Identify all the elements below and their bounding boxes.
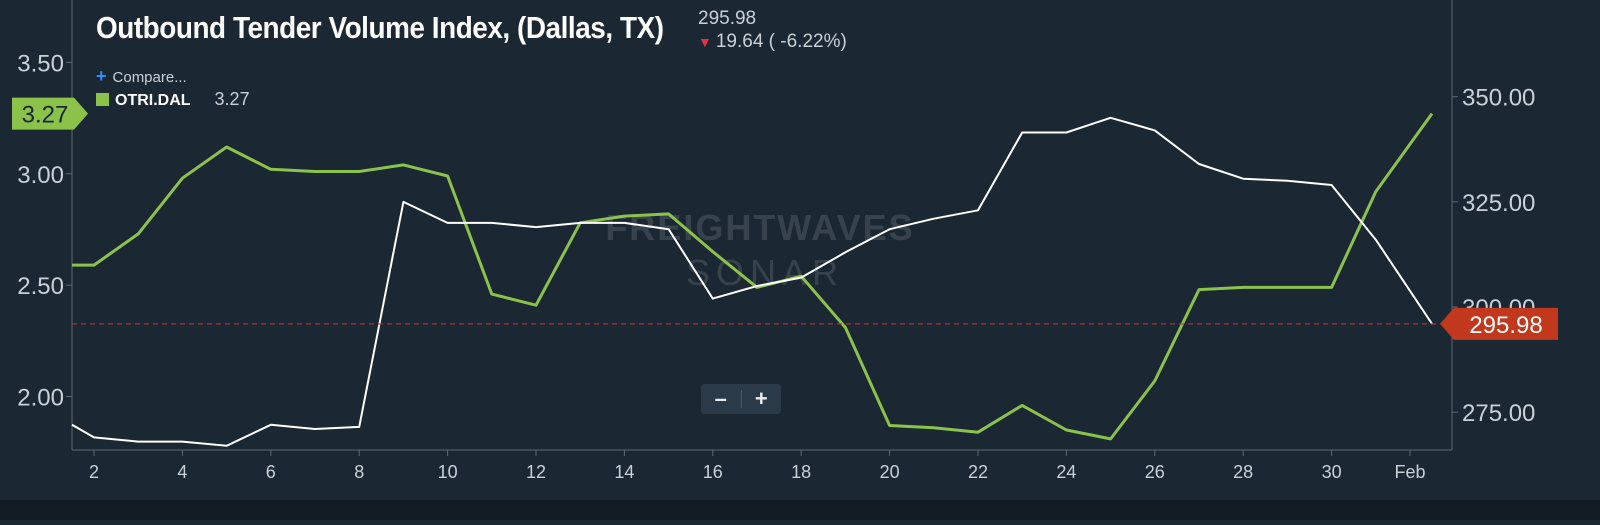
x-tick-label: 2 <box>89 462 99 482</box>
x-tick-label: 14 <box>614 462 634 482</box>
legend-symbol: OTRI.DAL <box>115 92 191 109</box>
x-tick-label: 16 <box>703 462 723 482</box>
x-tick-label: 10 <box>438 462 458 482</box>
x-tick-label: 20 <box>880 462 900 482</box>
legend-value: 3.27 <box>214 89 250 109</box>
x-tick-label: 12 <box>526 462 546 482</box>
series-line-otvi <box>71 116 1433 447</box>
x-tick-label: 24 <box>1056 462 1076 482</box>
current-value-marker-right-label: 295.98 <box>1469 312 1542 339</box>
zoom-out-button[interactable]: – <box>714 386 727 411</box>
y-right-tick-label: 275.00 <box>1462 400 1535 427</box>
footer-bar <box>0 500 1600 520</box>
current-value-marker-left <box>12 97 88 130</box>
x-tick-label: 28 <box>1233 462 1253 482</box>
y-right-tick-label: 325.00 <box>1462 190 1535 217</box>
current-value-marker-right <box>1440 307 1558 340</box>
y-right-tick-label: 350.00 <box>1462 85 1535 112</box>
arrow-down-icon: ▼ <box>698 34 712 50</box>
plus-icon: + <box>96 66 107 86</box>
x-tick-label: 4 <box>177 462 187 482</box>
compare-button[interactable]: + Compare... <box>96 66 187 87</box>
header-current-value: 295.98 <box>698 8 757 29</box>
x-tick-label: 22 <box>968 462 988 482</box>
x-tick-label: 30 <box>1322 462 1342 482</box>
y-left-tick-label: 3.00 <box>17 162 64 189</box>
header-change-text: 19.64 ( -6.22%) <box>715 31 847 52</box>
y-left-tick-label: 2.00 <box>17 385 64 412</box>
current-value-marker-left-label: 3.27 <box>22 102 69 129</box>
zoom-divider <box>740 390 742 408</box>
compare-label: Compare... <box>112 69 187 86</box>
y-left-tick-label: 3.50 <box>17 50 64 77</box>
watermark: FREIGHTWAVES SONAR <box>605 207 912 293</box>
y-left-tick-label: 2.50 <box>17 273 64 300</box>
x-tick-label: 8 <box>354 462 364 482</box>
x-tick-label: 6 <box>266 462 276 482</box>
x-tick-label: Feb <box>1394 462 1425 482</box>
x-tick-label: 18 <box>791 462 811 482</box>
header-change: ▼ 19.64 ( -6.22%) <box>698 31 847 53</box>
chart-title: Outbound Tender Volume Index, (Dallas, T… <box>96 10 664 45</box>
series-line-otri <box>72 112 1434 441</box>
legend-item-otri[interactable]: OTRI.DAL 3.27 <box>96 89 250 110</box>
legend-swatch <box>96 93 109 106</box>
x-tick-label: 26 <box>1145 462 1165 482</box>
zoom-controls: – + <box>701 384 781 414</box>
zoom-in-button[interactable]: + <box>754 386 768 411</box>
